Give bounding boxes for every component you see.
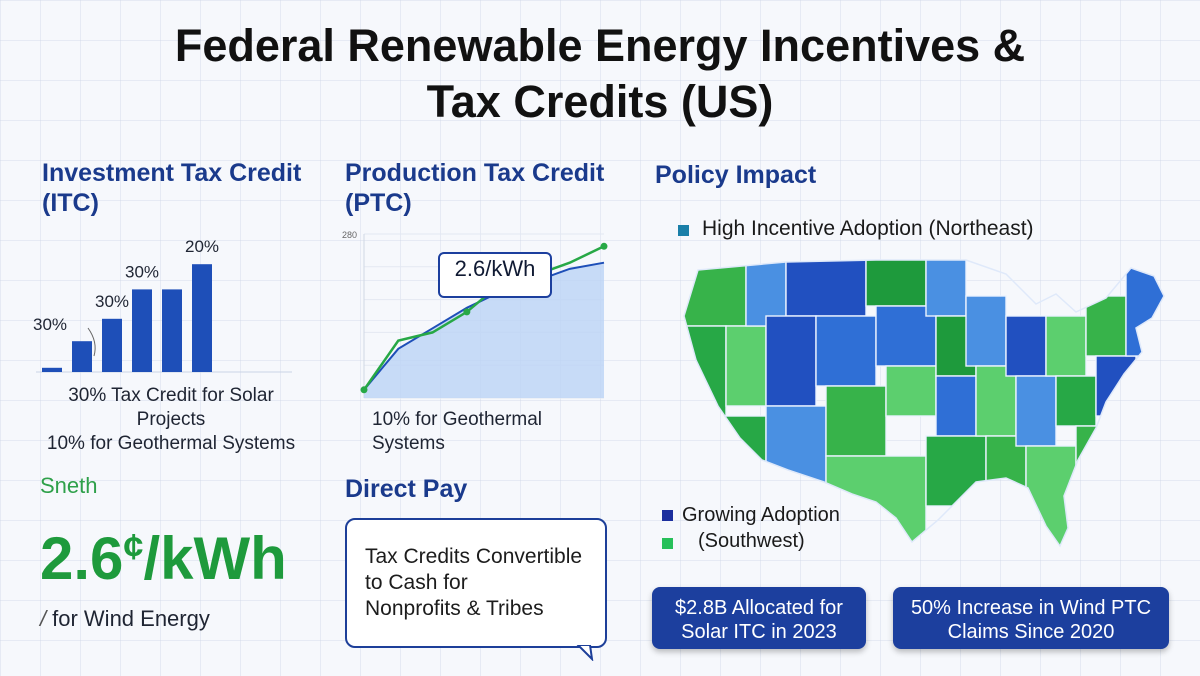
wind-label: Sneth (40, 473, 98, 498)
direct-pay-title: Direct Pay (345, 475, 468, 503)
wind-rate-unit: ¢ (123, 526, 144, 567)
us-map (683, 259, 1165, 548)
itc-bar-label: 20% (185, 237, 219, 256)
legend-growing-swatch-green (662, 538, 673, 549)
map-region (1045, 315, 1087, 377)
map-region (1005, 315, 1047, 377)
itc-bar (192, 264, 212, 372)
itc-bar-chart: 30% 30% 30% 20% (33, 237, 292, 373)
ptc-ytick-label: 280 (342, 230, 357, 240)
title-line-1: Federal Renewable Energy Incentives & (174, 20, 1026, 71)
ptc-callout: 2.6/kWh (438, 252, 552, 298)
itc-bar (132, 289, 152, 372)
title-line-2: Tax Credits (US) (426, 76, 774, 127)
ptc-point (463, 308, 471, 316)
legend-high-swatch (678, 225, 689, 236)
map-region (1085, 295, 1127, 357)
page-title: Federal Renewable Energy Incentives & Ta… (60, 18, 1140, 130)
itc-bar-label: 30% (33, 315, 67, 334)
wind-caption: / for Wind Energy (40, 606, 210, 632)
itc-bar (162, 289, 182, 372)
itc-title: Investment Tax Credit (ITC) (42, 158, 301, 218)
map-region (1055, 375, 1097, 427)
stat-solar-itc: $2.8B Allocated for Solar ITC in 2023 (652, 587, 866, 649)
map-region (815, 315, 877, 387)
bubble-tail (576, 645, 594, 661)
stat-wind-ptc-line-1: 50% Increase in Wind PTC (910, 597, 1152, 619)
map-region (785, 260, 867, 317)
stat-wind-ptc-line-2: Claims Since 2020 (947, 621, 1115, 643)
itc-bar-label: 30% (95, 292, 129, 311)
map-region (765, 315, 817, 407)
legend-growing-line-1: Growing Adoption (682, 504, 840, 526)
legend-high-label: High Incentive Adoption (Northeast) (702, 217, 1034, 240)
itc-caption-line-1: 30% Tax Credit for Solar Projects (68, 385, 274, 430)
itc-bar-label: 30% (125, 262, 159, 281)
map-region (765, 405, 827, 497)
wind-caption-mark: / (40, 606, 47, 631)
stat-solar-itc-line-2: Solar ITC in 2023 (681, 621, 837, 643)
map-region (885, 365, 937, 417)
itc-bar (102, 318, 122, 372)
map-region (925, 435, 987, 507)
ptc-title-line-2: (PTC) (345, 189, 412, 217)
direct-pay-line-2: to Cash for (365, 571, 468, 594)
map-region (825, 385, 887, 457)
map-region (1125, 260, 1164, 357)
legend-growing-swatch-blue (662, 510, 673, 521)
direct-pay-bubble: Tax Credits Convertible to Cash for Nonp… (345, 518, 607, 648)
wind-caption-text: for Wind Energy (52, 606, 210, 631)
ptc-point (360, 386, 368, 394)
ptc-caption: 10% for Geothermal Systems (372, 409, 543, 454)
itc-caption-line-2: 10% for Geothermal Systems (46, 433, 296, 454)
itc-label-pointer (87, 327, 96, 357)
wind-rate-value: 2.6¢/kWh (40, 524, 287, 593)
map-region (684, 415, 767, 497)
itc-bar (42, 367, 62, 372)
itc-bar (72, 341, 92, 372)
ptc-area-chart: 280 (342, 230, 608, 399)
ptc-title-line-1: Production Tax Credit (345, 159, 605, 187)
us-map-outline (683, 259, 1165, 548)
map-region (1075, 425, 1117, 487)
stat-wind-ptc: 50% Increase in Wind PTC Claims Since 20… (893, 587, 1169, 649)
wind-rate-number: 2.6 (40, 525, 124, 592)
direct-pay-line-1: Tax Credits Convertible (365, 545, 583, 568)
map-region (865, 260, 927, 307)
itc-title-line-1: Investment Tax Credit (42, 159, 302, 187)
map-region (1015, 375, 1057, 447)
map-region (925, 260, 967, 317)
map-region (935, 375, 977, 437)
ptc-title: Production Tax Credit (PTC) (345, 158, 604, 218)
legend-growing-label: Growing Adoption (Southwest) (682, 502, 840, 554)
ptc-point (600, 242, 608, 250)
direct-pay-text: Tax Credits Convertible to Cash for Nonp… (365, 544, 582, 622)
wind-rate-per: /kWh (143, 525, 287, 592)
stat-solar-itc-line-1: $2.8B Allocated for (675, 597, 843, 619)
itc-caption: 30% Tax Credit for Solar Projects 10% fo… (36, 384, 306, 456)
map-region (975, 365, 1017, 437)
ptc-line-blue (363, 261, 605, 391)
legend-growing-line-2: (Southwest) (698, 530, 805, 552)
policy-title: Policy Impact (655, 161, 817, 189)
itc-title-line-2: (ITC) (42, 189, 99, 217)
ptc-callout-value: 2.6/kWh (454, 256, 536, 281)
map-region (725, 325, 767, 407)
map-region (965, 295, 1007, 367)
direct-pay-line-3: Nonprofits & Tribes (365, 597, 544, 620)
